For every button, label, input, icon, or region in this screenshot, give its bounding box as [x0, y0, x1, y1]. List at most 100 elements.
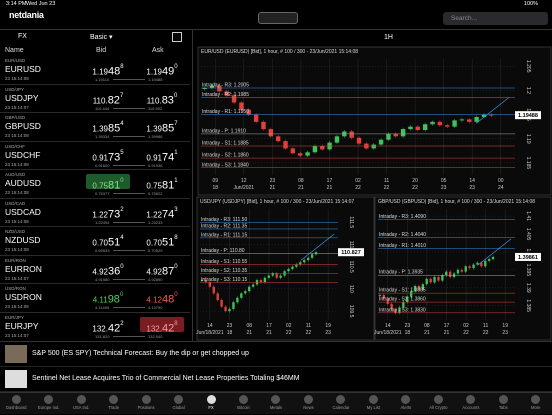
news-item[interactable]: Sentinel Net Lease Acquires Trio of Comm…: [0, 367, 552, 392]
tab[interactable]: Tabs: [487, 393, 519, 415]
high: 110.902: [148, 105, 163, 111]
level-label: Intraday - S1: 1.3885: [379, 288, 426, 294]
status-time: 3:14 PM: [6, 1, 27, 7]
tab-label: Bitcoin: [237, 405, 250, 410]
trend-arrow: [477, 238, 512, 266]
symbol: USDRON: [5, 292, 42, 302]
bid-price: 0.91735: [86, 146, 130, 163]
chart-frame: [374, 196, 552, 341]
ask-part: 48: [161, 293, 175, 306]
x-tick-label: 21: [266, 330, 272, 336]
y-tick-label: 1.385: [525, 299, 531, 312]
search-box[interactable]: Search...: [443, 12, 548, 25]
bid-price: 1.39854: [86, 117, 130, 134]
layout-btn[interactable]: [172, 32, 182, 42]
x-tick-label: Jun/2021: [234, 185, 255, 191]
candle: [425, 278, 428, 285]
watch-row[interactable]: USD/CHF USDCHF 23 15:14:08 0.91735 0.91741 0.…: [0, 142, 190, 170]
low: 1.39334: [95, 134, 110, 139]
candle: [452, 120, 457, 127]
level-label: Intraday - S3: 110.15: [201, 277, 248, 283]
watch-row[interactable]: EUR/USD EURUSD 23 15:14:08 1.19488 1.19490 1.…: [0, 56, 190, 85]
news-item[interactable]: S&P 500 (ES SPY) Technical Forecast: Buy…: [0, 342, 552, 367]
tab[interactable]: Bitcoin: [227, 393, 259, 415]
tab[interactable]: Europe Ind.: [32, 393, 64, 415]
bid-part: 4: [120, 235, 124, 241]
range-bar: [113, 107, 145, 109]
interval[interactable]: 1H: [384, 34, 393, 41]
watch-row[interactable]: EUR/JPY EURJPY 23 15:14:07 132.422 132.428 13…: [0, 313, 190, 341]
candle: [400, 129, 406, 137]
x-tick-label: 22: [384, 185, 390, 191]
low: 131.820: [95, 333, 110, 339]
time: 23 15:14:08: [5, 161, 29, 167]
ask-part: 85: [161, 122, 175, 135]
ask-part: 74: [161, 207, 175, 220]
tab[interactable]: FX: [195, 393, 227, 415]
tab[interactable]: Dashboard: [0, 393, 32, 415]
time: 23 15:14:08: [5, 133, 29, 138]
candle: [295, 264, 298, 267]
tab-fx[interactable]: FX: [18, 33, 27, 40]
bid-part: 98: [107, 293, 120, 306]
bid-part: 4: [120, 121, 124, 127]
candle: [209, 85, 215, 88]
tab[interactable]: Global: [162, 393, 194, 415]
level-label: Intraday - R1: 1.1950: [202, 109, 249, 115]
watch-row[interactable]: USD/RON USDRON 23 15:14:08 4.11980 4.12480 4.…: [0, 284, 190, 313]
tab[interactable]: News: [292, 393, 324, 415]
tab[interactable]: USA Ind.: [65, 393, 97, 415]
view-select[interactable]: Basic ▾: [90, 34, 113, 41]
level-label: Intraday - S1: 1.1885: [202, 141, 249, 147]
tab-icon: [76, 395, 86, 404]
ask-part: 3: [174, 206, 178, 213]
watch-row[interactable]: GBP/USD GBPUSD 23 15:14:08 1.39854 1.39857 1.…: [0, 113, 190, 142]
pair: GBP/USD: [5, 115, 26, 120]
view-switch[interactable]: [258, 12, 298, 24]
pair: AUD/USD: [5, 172, 26, 177]
x-tick-label: 21: [424, 330, 430, 336]
watch-row[interactable]: AUD/USD AUDUSD 23 15:14:08 0.75810 0.75811 0.…: [0, 170, 190, 199]
tab[interactable]: Trade: [97, 393, 129, 415]
x-tick-label: 24: [498, 185, 504, 191]
time: 23 15:14:07: [5, 332, 29, 338]
candle: [398, 307, 401, 313]
tab[interactable]: Calendar: [325, 393, 357, 415]
candle: [402, 302, 405, 308]
y-tick-label: 110: [348, 285, 354, 293]
tab[interactable]: More: [520, 393, 552, 415]
bid-part: 0.75: [92, 181, 108, 191]
watch-row[interactable]: USD/JPY USDJPY 23 15:14:07 110.827 110.830 11…: [0, 85, 190, 113]
tab[interactable]: All Crypto: [422, 393, 454, 415]
symbol: GBPUSD: [5, 121, 41, 131]
candle: [481, 114, 487, 117]
ask-part: 0: [174, 64, 178, 70]
tab-icon: [239, 395, 249, 404]
ask-part: 49: [161, 65, 175, 78]
tab[interactable]: Alerts: [390, 393, 422, 415]
candle: [408, 126, 413, 130]
tab[interactable]: Positions: [130, 393, 162, 415]
pair: USD/CAD: [5, 200, 26, 206]
tab[interactable]: Metals: [260, 393, 292, 415]
watch-row[interactable]: USD/CAD USDCAD 23 15:14:08 1.22732 1.22743 1.…: [0, 199, 190, 227]
ask-part: 1.22: [146, 209, 162, 219]
low: 0.75377: [95, 191, 110, 196]
ask-part: 0.70: [146, 238, 162, 248]
candle: [459, 119, 465, 121]
candle: [356, 137, 362, 144]
watch-row[interactable]: NZD/USD NZDUSD 23 15:14:08 0.70514 0.70518 0.…: [0, 227, 190, 256]
candle: [244, 291, 247, 294]
tab[interactable]: Accounts: [455, 393, 487, 415]
x-tick-label: 21: [247, 330, 253, 336]
level-label: Intraday - R3: 1.4090: [379, 214, 426, 220]
bid-part: 48: [107, 65, 121, 78]
tab[interactable]: My List: [357, 393, 389, 415]
watch-row[interactable]: EUR/RON EURRON 23 15:14:07 4.92360 4.92870 4.…: [0, 256, 190, 284]
time: 23 15:14:08: [5, 304, 29, 309]
pair: USD/JPY: [5, 86, 25, 92]
bid-part: 51: [107, 236, 121, 249]
symbol: EURJPY: [5, 320, 39, 331]
candle: [441, 275, 444, 281]
x-tick-label: 11: [483, 323, 488, 329]
